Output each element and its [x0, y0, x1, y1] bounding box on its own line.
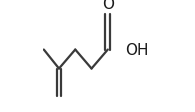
Text: OH: OH — [125, 43, 149, 58]
Text: O: O — [102, 0, 114, 12]
